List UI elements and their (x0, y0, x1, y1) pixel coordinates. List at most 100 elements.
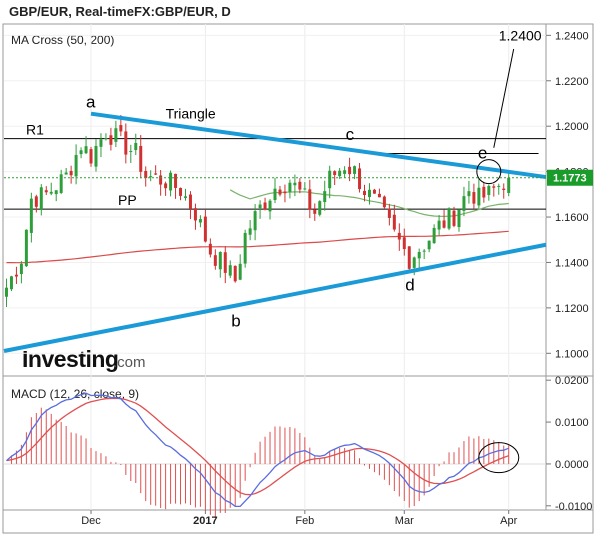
candle-body (223, 252, 227, 273)
moving-averages (6, 189, 509, 264)
candle (248, 219, 252, 241)
macd-signal-line (6, 397, 509, 496)
wave-label-b: b (231, 311, 240, 330)
candle-body (208, 243, 212, 255)
candle-body (149, 176, 153, 178)
candle-body (338, 170, 342, 177)
candle (184, 188, 187, 201)
candle-body (59, 174, 63, 193)
triangle-upper-line (90, 111, 547, 180)
wave-label-c: c (346, 125, 355, 144)
candle-body (288, 182, 292, 192)
candle-body (387, 208, 391, 218)
candle (193, 203, 197, 230)
candle (497, 183, 501, 195)
candle (323, 180, 327, 211)
candle-body (228, 265, 232, 276)
candle (358, 162, 362, 193)
date-tick-label: Apr (500, 515, 517, 527)
candle-body (348, 166, 352, 175)
candle (39, 184, 43, 216)
candle (283, 184, 287, 203)
candle (328, 165, 332, 199)
candle-body (392, 214, 396, 230)
macd-line (6, 392, 509, 508)
candle (367, 183, 371, 205)
candle-body (64, 172, 68, 175)
candle (313, 203, 317, 221)
candle-body (377, 193, 381, 198)
wave-label-e: e (478, 144, 487, 163)
ma-slow-line (6, 230, 509, 264)
candle-body (198, 219, 202, 223)
candle (338, 167, 342, 179)
candle-body (44, 190, 48, 193)
candle (457, 208, 461, 232)
candle-body (213, 255, 217, 266)
candle-body (417, 252, 421, 259)
pp-label: PP (118, 192, 137, 208)
candle-body (477, 187, 481, 206)
candle-body (79, 150, 83, 155)
candle (243, 229, 247, 268)
candle-body (472, 192, 476, 204)
candle (74, 144, 78, 185)
candle (467, 180, 471, 204)
candle (218, 251, 222, 278)
candle (432, 224, 436, 244)
candle (49, 182, 53, 196)
candle (447, 207, 451, 231)
candle (298, 178, 302, 194)
candle-body (382, 196, 386, 208)
candle (14, 266, 18, 285)
macd-tick-label: -0.0100 (555, 501, 592, 513)
candle-body (188, 194, 192, 209)
candle (129, 144, 133, 163)
candle-body (313, 209, 317, 214)
candle-body (129, 150, 133, 152)
candle-body (218, 252, 222, 270)
last-price-value: 1.1773 (553, 173, 587, 185)
candle-body (492, 186, 496, 188)
macd-series (4, 392, 546, 518)
candle-body (24, 229, 28, 267)
price-tick-label: 1.2400 (555, 30, 589, 42)
candle-body (343, 170, 347, 174)
date-tick-label: 2017 (193, 515, 217, 527)
candle-body (487, 185, 491, 196)
candle (109, 127, 113, 151)
candle (462, 186, 466, 217)
candle (29, 192, 33, 243)
wave-label-a: a (86, 93, 96, 112)
candle-body (119, 125, 123, 132)
candle (19, 261, 23, 284)
candle-body (124, 131, 128, 155)
candle (263, 197, 267, 211)
candle (114, 120, 118, 148)
triangle-label: Triangle (166, 106, 216, 122)
candle-body (308, 189, 312, 210)
candle (59, 169, 63, 195)
candle (487, 184, 491, 201)
candle (144, 166, 148, 187)
candle (442, 209, 446, 229)
candle (477, 178, 481, 209)
candle (69, 165, 73, 184)
candle (407, 246, 411, 273)
macd-tick-label: 0.0200 (555, 375, 589, 387)
logo-suffix: .com (113, 354, 146, 371)
candle-body (248, 228, 252, 235)
candles (4, 115, 511, 307)
candle-body (263, 202, 267, 210)
candle (159, 170, 163, 196)
candle (203, 209, 207, 243)
candle-body (179, 187, 183, 196)
candle-body (253, 211, 257, 231)
candle (9, 275, 13, 292)
candle (273, 177, 277, 204)
candle (427, 240, 431, 253)
candle (24, 229, 28, 267)
candle-body (238, 263, 242, 280)
